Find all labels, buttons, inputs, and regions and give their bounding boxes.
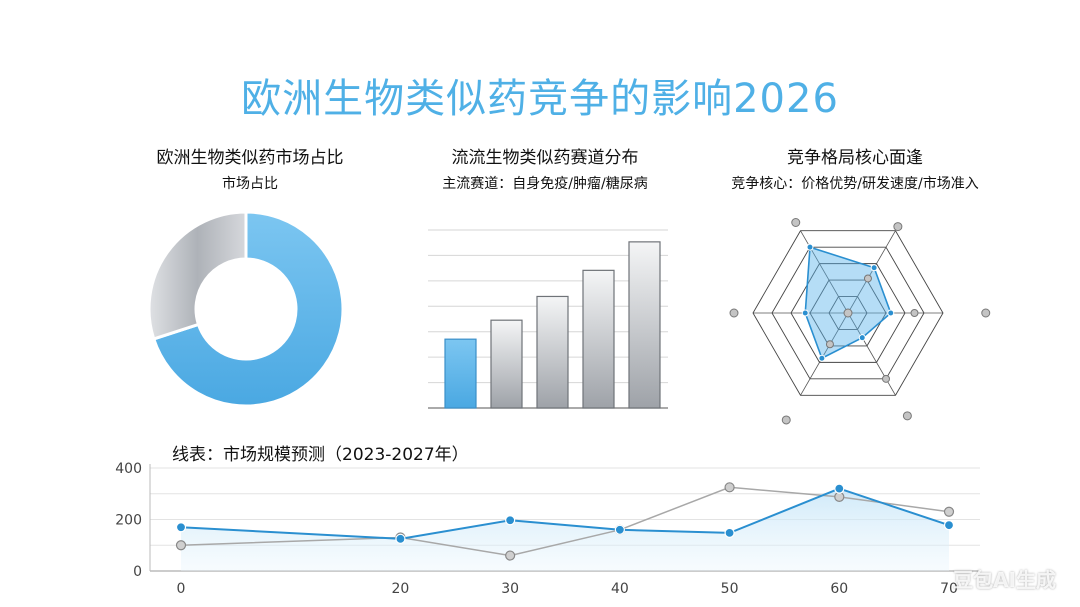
radar-chart — [729, 218, 991, 425]
bar-0 — [444, 338, 477, 409]
radar-inner-marker-2 — [882, 374, 890, 383]
donut-chart-subtitle: 市场占比 — [222, 176, 278, 192]
bar-2 — [536, 295, 569, 409]
radar-outer-marker-1 — [981, 308, 991, 318]
bar-1 — [490, 319, 523, 409]
line-chart-title: 线表：市场规模预测（2023-2027年） — [172, 445, 469, 465]
line-point-s0-5 — [834, 483, 845, 494]
radar-value-area — [804, 246, 892, 360]
bar-chart — [428, 229, 668, 409]
page-title: 欧洲生物类似药竞争的影响2026 — [241, 76, 839, 122]
donut-chart-title: 欧洲生物类似药市场占比 — [156, 148, 344, 168]
line-point-s1-2 — [505, 550, 516, 561]
line-point-s0-6 — [943, 520, 955, 531]
x-tick-label: 40 — [611, 581, 629, 597]
radar-outer-marker-0 — [893, 222, 903, 232]
radar-spoke — [847, 230, 896, 314]
bar-4 — [628, 241, 661, 409]
bar-chart-subtitle: 主流赛道：自身免疫/肿瘤/糖尿病 — [442, 176, 648, 192]
x-tick-label: 70 — [940, 581, 958, 597]
x-tick-label: 30 — [501, 581, 519, 597]
radar-value-point-0 — [870, 264, 878, 272]
bar-3 — [582, 269, 615, 409]
donut-chart — [147, 210, 345, 408]
radar-value-point-1 — [887, 309, 895, 317]
radar-chart-subtitle: 竞争核心：价格优势/研发速度/市场准入 — [731, 176, 979, 192]
line-point-s1-0 — [175, 540, 187, 551]
line-chart: 0 200 400 0 20 30 40 50 60 70 — [115, 461, 980, 597]
radar-inner-marker-3 — [825, 340, 834, 349]
radar-inner-marker-0 — [863, 274, 872, 283]
y-tick-label: 200 — [115, 513, 142, 529]
radar-value-point-4 — [801, 309, 809, 317]
radar-outer-marker-3 — [781, 415, 791, 425]
x-tick-label: 60 — [830, 581, 848, 597]
line-point-s0-0 — [175, 522, 187, 533]
x-tick-label: 20 — [392, 581, 410, 597]
line-point-s0-2 — [505, 515, 516, 526]
y-tick-label: 400 — [115, 461, 142, 477]
bar-chart-title: 流流生物类似药赛道分布 — [451, 148, 639, 168]
radar-outer-marker-5 — [791, 218, 801, 228]
line-series-area-0 — [181, 488, 949, 571]
line-point-s1-6 — [943, 506, 955, 517]
x-tick-label: 50 — [721, 581, 739, 597]
line-point-s0-4 — [724, 527, 735, 538]
y-tick-label: 0 — [133, 564, 142, 580]
radar-value-point-3 — [818, 354, 826, 362]
radar-value-point-2 — [858, 334, 866, 342]
donut-slice-1 — [147, 210, 248, 341]
radar-outer-marker-4 — [729, 308, 739, 318]
radar-inner-marker-1 — [910, 309, 919, 317]
line-point-s1-4 — [724, 482, 735, 493]
x-tick-label: 0 — [177, 581, 186, 597]
radar-center-marker — [843, 308, 853, 318]
donut-slice-0 — [151, 210, 345, 408]
radar-outer-marker-2 — [902, 411, 912, 421]
watermark: 豆包AI生成 — [953, 568, 1056, 592]
radar-value-point-5 — [806, 243, 814, 251]
line-point-s0-1 — [395, 533, 406, 544]
line-point-s0-3 — [614, 524, 625, 535]
radar-spoke — [800, 312, 849, 396]
radar-chart-title: 竞争格局核心面逢 — [787, 148, 923, 168]
